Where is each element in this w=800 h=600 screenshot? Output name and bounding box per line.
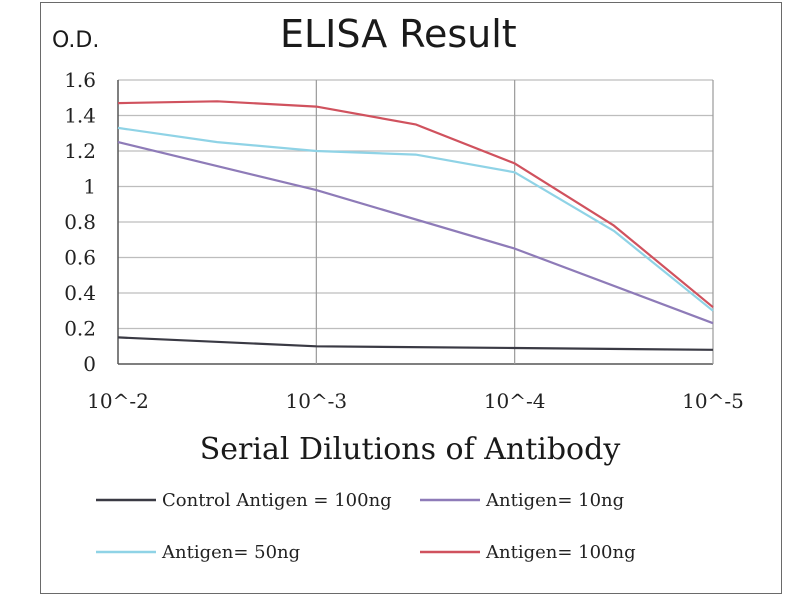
x-axis-label: Serial Dilutions of Antibody [199, 432, 621, 467]
series-line [117, 100, 714, 309]
y-tick-label: 0.4 [64, 281, 96, 305]
y-tick-label: 1 [83, 175, 96, 199]
x-tick-label: 10^-2 [87, 389, 149, 413]
y-tick-label: 1.6 [64, 68, 96, 92]
y-tick-label: 1.4 [64, 104, 96, 128]
y-axis-label: O.D. [52, 28, 100, 53]
x-tick-label: 10^-4 [484, 389, 546, 413]
x-tick-label: 10^-5 [682, 389, 744, 413]
x-tick-label: 10^-3 [285, 389, 347, 413]
legend-label: Control Antigen = 100ng [162, 490, 392, 511]
legend-label: Antigen= 10ng [485, 490, 624, 511]
series-line [117, 141, 714, 325]
chart-title: ELISA Result [280, 12, 517, 56]
series-line [117, 126, 714, 312]
y-tick-label: 0 [83, 352, 96, 376]
chart-frame [40, 2, 782, 594]
legend-label: Antigen= 100ng [485, 542, 636, 563]
series-line [117, 336, 714, 351]
y-tick-label: 0.6 [64, 246, 96, 270]
y-tick-label: 0.2 [64, 317, 96, 341]
y-tick-label: 0.8 [64, 210, 96, 234]
legend-label: Antigen= 50ng [161, 542, 300, 563]
y-tick-label: 1.2 [64, 139, 96, 163]
